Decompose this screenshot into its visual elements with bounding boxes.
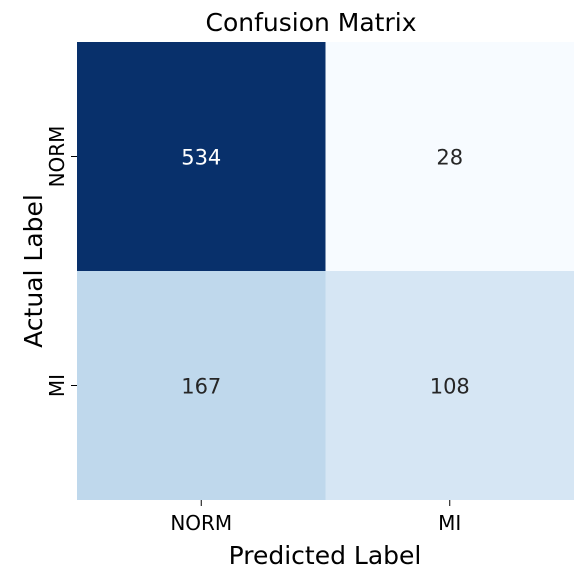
y-tick-label-0: NORM bbox=[45, 126, 69, 188]
heatmap-cell-r0-c1 bbox=[325, 42, 574, 271]
heatmap-cell-value-r0-c0: 534 bbox=[181, 146, 221, 170]
heatmap-cells: 534 28 167 108 bbox=[77, 42, 574, 500]
heatmap-cell-value-r1-c0: 167 bbox=[181, 375, 221, 399]
heatmap-cell-value-r0-c1: 28 bbox=[436, 146, 463, 170]
x-tick-label-0: NORM bbox=[170, 511, 232, 535]
heatmap-cell-r1-c1 bbox=[325, 271, 574, 500]
x-tick-label-1: MI bbox=[438, 511, 461, 535]
axis-ticks: NORM MI NORM MI bbox=[45, 126, 461, 535]
y-axis-label: Actual Label bbox=[19, 194, 48, 348]
heatmap-cell-r1-c0 bbox=[77, 271, 326, 500]
y-tick-label-1: MI bbox=[45, 374, 69, 397]
chart-title: Confusion Matrix bbox=[205, 8, 416, 37]
heatmap-cell-r0-c0 bbox=[77, 42, 326, 271]
x-axis-label: Predicted Label bbox=[229, 541, 422, 570]
heatmap-cell-value-r1-c1: 108 bbox=[430, 375, 470, 399]
